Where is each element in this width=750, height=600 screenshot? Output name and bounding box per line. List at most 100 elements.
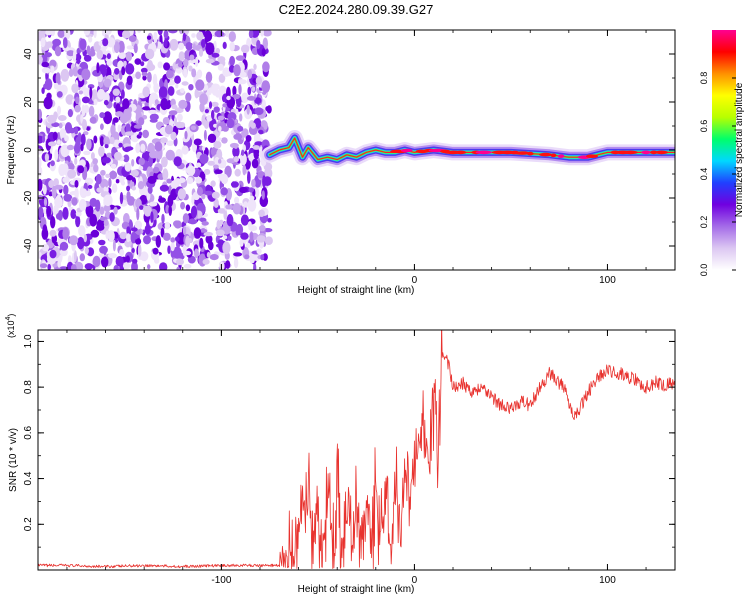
- noise-blob: [96, 187, 105, 193]
- noise-blob: [144, 48, 155, 60]
- y-tick-label: 0.8: [23, 380, 34, 394]
- noise-blob: [211, 52, 220, 58]
- noise-blob: [89, 86, 93, 99]
- noise-blob: [63, 184, 69, 196]
- noise-blob: [249, 254, 256, 264]
- noise-blob: [183, 68, 188, 78]
- noise-blob: [149, 113, 159, 121]
- noise-blob: [149, 118, 158, 123]
- noise-blob: [192, 43, 196, 51]
- noise-blob: [182, 136, 190, 143]
- noise-blob: [226, 118, 235, 129]
- noise-blob: [159, 184, 169, 192]
- noise-blob: [199, 237, 204, 249]
- noise-blob: [243, 201, 249, 208]
- top-y-axis-label: Frequency (Hz): [6, 116, 17, 185]
- noise-blob: [191, 68, 197, 78]
- noise-blob: [39, 263, 48, 269]
- noise-region: [38, 30, 273, 270]
- noise-blob: [159, 262, 168, 270]
- noise-blob: [204, 109, 209, 114]
- noise-blob: [75, 211, 82, 217]
- noise-blob: [211, 191, 220, 199]
- noise-blob: [109, 136, 115, 145]
- noise-blob: [142, 75, 147, 81]
- noise-blob: [62, 176, 70, 183]
- noise-blob: [128, 35, 137, 42]
- noise-blob: [222, 241, 231, 255]
- noise-blob: [259, 225, 266, 232]
- noise-blob: [197, 186, 203, 196]
- noise-blob: [125, 255, 130, 263]
- noise-blob: [118, 40, 125, 54]
- noise-blob: [236, 223, 244, 236]
- noise-blob: [147, 71, 152, 83]
- noise-blob: [262, 175, 266, 188]
- ridge-peak: [550, 153, 557, 158]
- noise-blob: [123, 60, 127, 66]
- noise-blob: [74, 104, 81, 113]
- noise-blob: [217, 63, 224, 71]
- noise-blob: [104, 144, 109, 149]
- noise-blob: [157, 61, 163, 69]
- noise-blob: [262, 30, 272, 37]
- noise-blob: [81, 96, 90, 104]
- noise-blob: [130, 227, 138, 232]
- noise-blob: [134, 58, 142, 65]
- noise-blob: [180, 88, 185, 94]
- noise-blob: [260, 254, 265, 261]
- noise-blob: [223, 235, 228, 240]
- noise-blob: [109, 212, 115, 222]
- y-tick-label: -20: [23, 190, 34, 205]
- noise-blob: [102, 38, 109, 47]
- noise-blob: [62, 227, 69, 241]
- noise-blob: [124, 239, 132, 248]
- noise-blob: [126, 226, 131, 236]
- noise-blob: [154, 99, 159, 105]
- noise-blob: [213, 164, 219, 169]
- noise-blob: [248, 30, 254, 39]
- noise-blob: [201, 221, 209, 226]
- noise-blob: [59, 266, 69, 270]
- noise-blob: [251, 179, 256, 188]
- noise-blob: [246, 96, 256, 101]
- noise-blob: [135, 71, 142, 80]
- snr-panel: -100 0 100 0.2 0.4 0.6 0.8 1.0 Height of strai…: [5, 314, 676, 595]
- noise-blob: [204, 36, 210, 43]
- noise-blob: [163, 232, 171, 241]
- noise-blob: [44, 52, 52, 58]
- noise-blob: [50, 65, 55, 74]
- noise-blob: [83, 150, 91, 156]
- noise-blob: [60, 68, 70, 82]
- noise-blob: [148, 95, 153, 109]
- ridge-peak: [539, 152, 553, 157]
- noise-blob: [155, 235, 161, 248]
- noise-blob: [168, 110, 178, 116]
- noise-blob: [147, 186, 153, 194]
- noise-blob: [113, 206, 118, 215]
- noise-blob: [103, 219, 109, 226]
- x-tick-label: -100: [211, 575, 231, 586]
- noise-blob: [117, 124, 122, 133]
- noise-blob: [246, 104, 250, 115]
- noise-blob: [219, 261, 225, 270]
- noise-blob: [226, 158, 236, 164]
- noise-blob: [120, 180, 126, 186]
- noise-blob: [135, 238, 142, 245]
- noise-blob: [79, 38, 87, 50]
- noise-blob: [124, 131, 135, 136]
- noise-blob: [217, 208, 227, 214]
- noise-blob: [170, 237, 176, 243]
- noise-blob: [175, 83, 179, 89]
- noise-blob: [78, 90, 84, 95]
- noise-blob: [57, 139, 61, 145]
- snr-series-line: [38, 330, 675, 570]
- ridge-peak: [475, 150, 493, 155]
- noise-blob: [152, 247, 159, 255]
- x-tick-label: 0: [412, 275, 418, 286]
- noise-blob: [38, 157, 42, 170]
- noise-blob: [201, 38, 206, 48]
- noise-blob: [38, 178, 43, 192]
- noise-blob: [133, 233, 139, 240]
- noise-blob: [182, 225, 187, 236]
